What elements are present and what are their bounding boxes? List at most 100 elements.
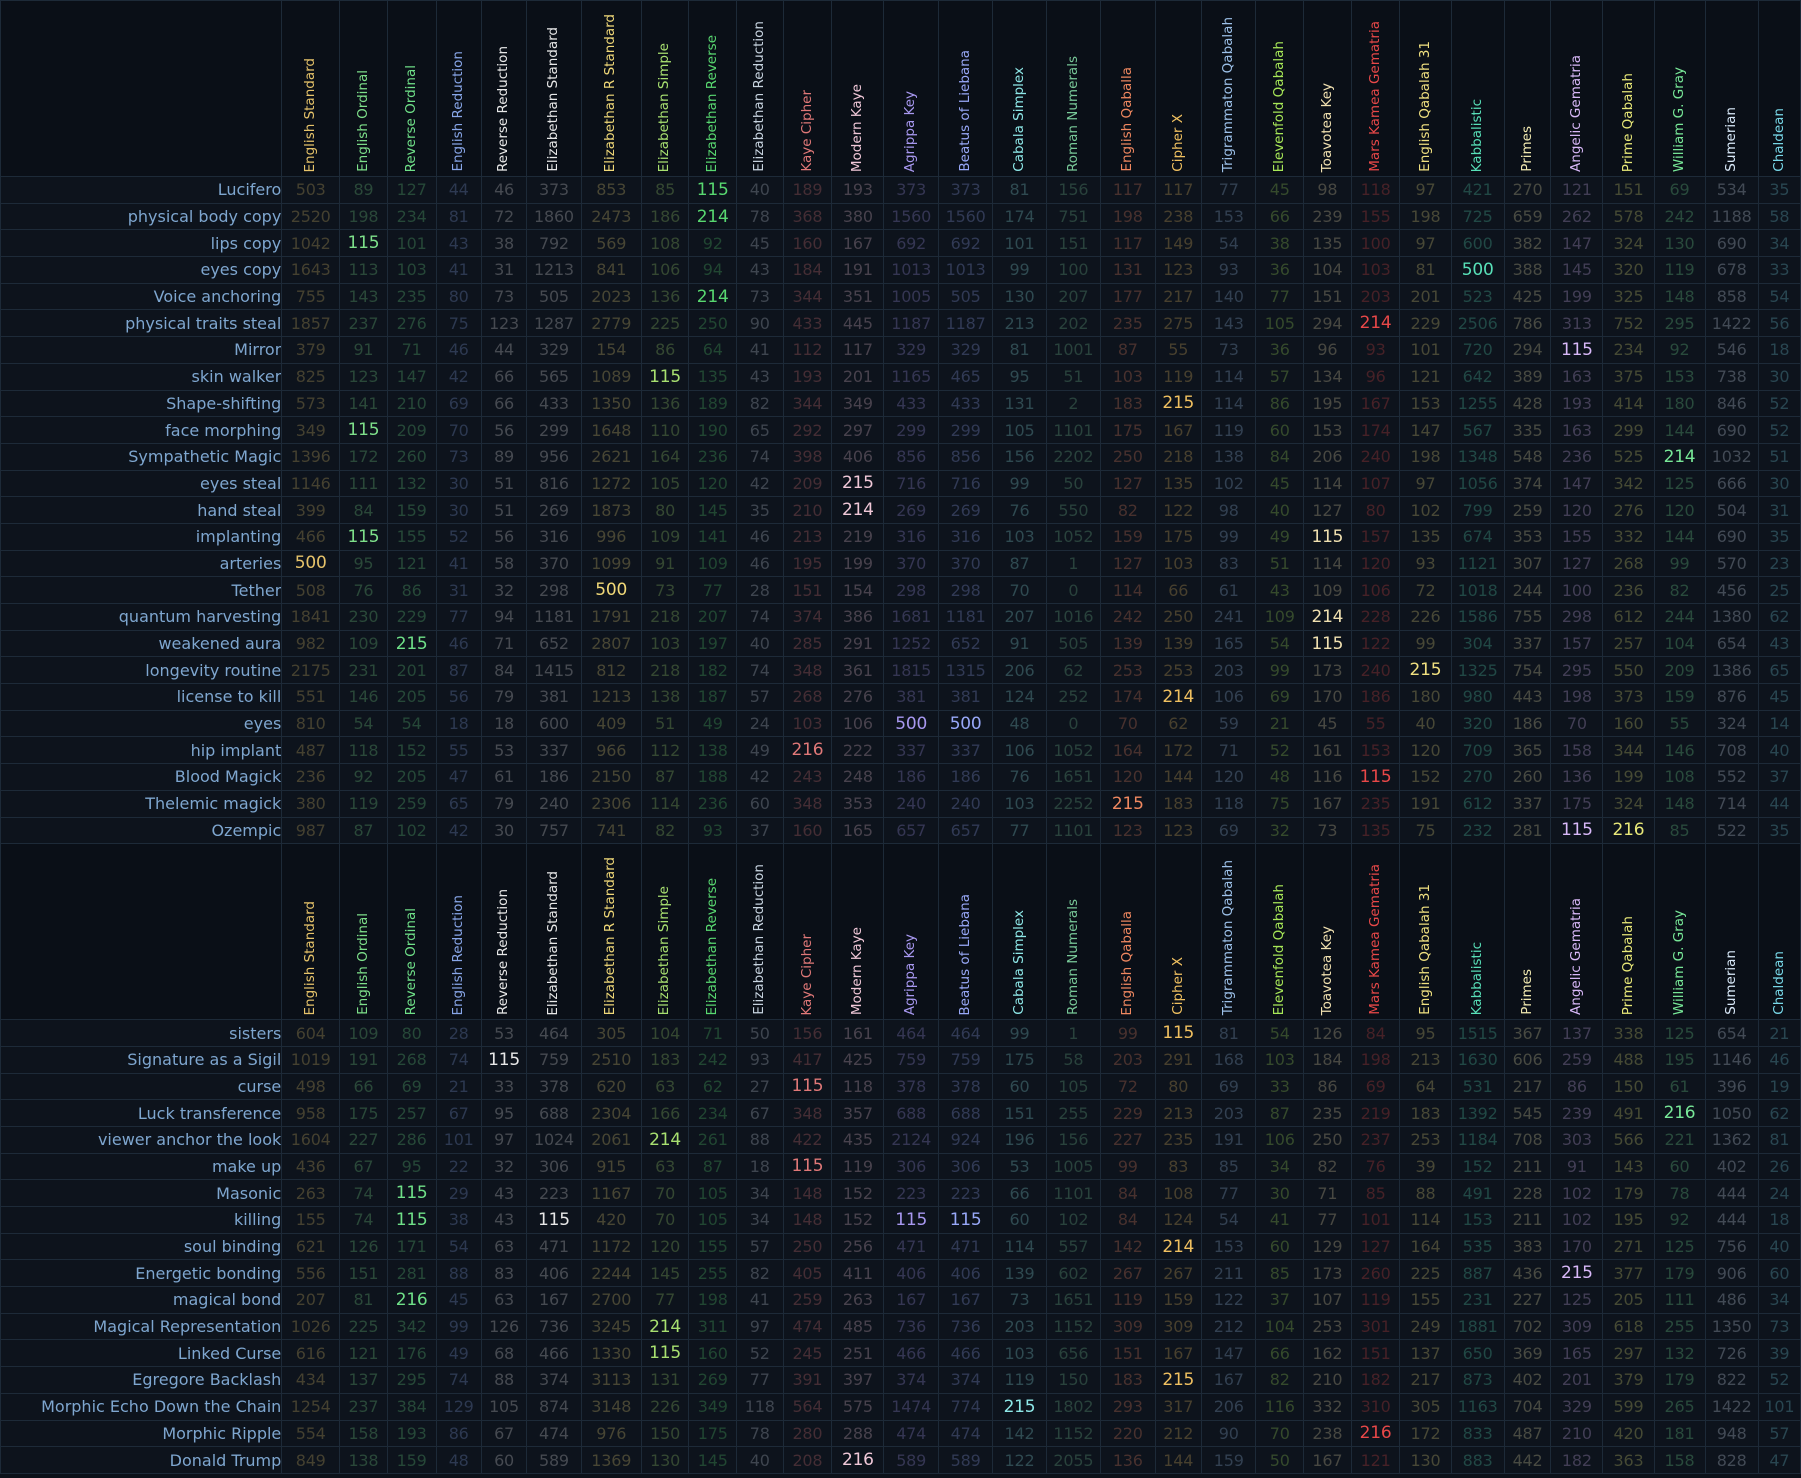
value-cell[interactable]: 61 (1201, 576, 1257, 604)
value-cell[interactable]: 86 (1255, 389, 1305, 418)
value-cell[interactable]: 332 (1303, 1392, 1352, 1421)
value-cell[interactable]: 195 (1602, 1206, 1655, 1234)
highlighted-value-cell[interactable]: 214 (1653, 442, 1706, 471)
value-cell[interactable]: 690 (1704, 416, 1759, 444)
phrase-cell[interactable]: lips copy (0, 229, 283, 258)
value-cell[interactable]: 741 (580, 816, 642, 845)
value-cell[interactable]: 578 (1602, 202, 1655, 231)
value-cell[interactable]: 218 (640, 656, 690, 685)
value-cell[interactable]: 261 (688, 1125, 738, 1154)
value-cell[interactable]: 198 (1550, 683, 1604, 711)
value-cell[interactable]: 94 (480, 603, 528, 631)
value-cell[interactable]: 143 (1201, 309, 1257, 338)
value-cell[interactable]: 1252 (883, 629, 939, 658)
value-cell[interactable]: 90 (736, 309, 784, 338)
table-row[interactable]: weakened aura 982 109 215 46 71 652 2807 103 197 4… (0, 629, 1801, 658)
highlighted-value-cell[interactable]: 115 (782, 1152, 833, 1181)
value-cell[interactable]: 35 (1757, 816, 1801, 845)
value-cell[interactable]: 126 (339, 1232, 388, 1261)
value-cell[interactable]: 43 (480, 1179, 528, 1207)
value-cell[interactable]: 275 (1154, 309, 1203, 338)
cipher-header[interactable]: Elizabethan R Standard (580, 843, 642, 1021)
cipher-header[interactable]: Kabbalistic (1450, 0, 1505, 177)
value-cell[interactable]: 83 (480, 1259, 528, 1288)
value-cell[interactable]: 288 (831, 1419, 885, 1448)
value-cell[interactable]: 110 (640, 416, 690, 444)
value-cell[interactable]: 93 (1201, 256, 1257, 284)
value-cell[interactable]: 411 (831, 1259, 885, 1288)
value-cell[interactable]: 63 (640, 1152, 690, 1181)
value-cell[interactable]: 199 (1550, 282, 1604, 311)
value-cell[interactable]: 550 (1045, 496, 1102, 524)
value-cell[interactable]: 132 (1653, 1339, 1706, 1368)
value-cell[interactable]: 179 (1602, 1179, 1655, 1207)
value-cell[interactable]: 365 (1503, 736, 1552, 765)
value-cell[interactable]: 46 (435, 336, 482, 364)
value-cell[interactable]: 145 (1550, 256, 1604, 284)
value-cell[interactable]: 131 (992, 389, 1047, 418)
value-cell[interactable]: 183 (640, 1045, 690, 1074)
value-cell[interactable]: 600 (1450, 229, 1505, 258)
value-cell[interactable]: 48 (1255, 763, 1305, 791)
value-cell[interactable]: 104 (1653, 629, 1706, 658)
value-cell[interactable]: 69 (1201, 1072, 1257, 1101)
value-cell[interactable]: 504 (1704, 496, 1759, 524)
value-cell[interactable]: 227 (1503, 1286, 1552, 1314)
value-cell[interactable]: 338 (1602, 1019, 1655, 1047)
value-cell[interactable]: 104 (1303, 256, 1352, 284)
value-cell[interactable]: 374 (937, 1366, 994, 1394)
value-cell[interactable]: 602 (1045, 1259, 1102, 1288)
value-cell[interactable]: 53 (992, 1152, 1047, 1181)
value-cell[interactable]: 1791 (580, 603, 642, 631)
value-cell[interactable]: 148 (1653, 789, 1706, 818)
value-cell[interactable]: 222 (831, 736, 885, 765)
value-cell[interactable]: 54 (1757, 282, 1801, 311)
value-cell[interactable]: 56 (480, 416, 528, 444)
value-cell[interactable]: 373 (937, 176, 994, 204)
value-cell[interactable]: 103 (1255, 1045, 1305, 1074)
phrase-cell[interactable]: eyes steal (0, 469, 283, 498)
value-cell[interactable]: 205 (386, 683, 437, 711)
value-cell[interactable]: 335 (1503, 416, 1552, 444)
value-cell[interactable]: 64 (1399, 1072, 1452, 1101)
value-cell[interactable]: 30 (1757, 469, 1801, 498)
value-cell[interactable]: 620 (580, 1072, 642, 1101)
phrase-cell[interactable]: Linked Curse (0, 1339, 283, 1368)
table-row[interactable]: Thelemic magick 380 119 259 65 79 240 2306 114 23… (0, 789, 1801, 818)
value-cell[interactable]: 2124 (883, 1125, 939, 1154)
value-cell[interactable]: 1350 (580, 389, 642, 418)
value-cell[interactable]: 30 (1255, 1179, 1305, 1207)
value-cell[interactable]: 846 (1704, 389, 1759, 418)
value-cell[interactable]: 114 (1303, 469, 1352, 498)
value-cell[interactable]: 550 (1602, 656, 1655, 685)
highlighted-value-cell[interactable]: 214 (1154, 1232, 1203, 1261)
value-cell[interactable]: 688 (937, 1099, 994, 1127)
value-cell[interactable]: 236 (281, 763, 341, 791)
value-cell[interactable]: 759 (937, 1045, 994, 1074)
value-cell[interactable]: 2304 (580, 1099, 642, 1127)
value-cell[interactable]: 84 (480, 656, 528, 685)
value-cell[interactable]: 118 (831, 1072, 885, 1101)
value-cell[interactable]: 244 (1503, 576, 1552, 604)
value-cell[interactable]: 754 (1503, 656, 1552, 685)
value-cell[interactable]: 73 (736, 282, 784, 311)
value-cell[interactable]: 89 (480, 442, 528, 471)
value-cell[interactable]: 642 (1450, 362, 1505, 391)
value-cell[interactable]: 108 (640, 229, 690, 258)
value-cell[interactable]: 109 (1255, 603, 1305, 631)
value-cell[interactable]: 235 (386, 282, 437, 311)
value-cell[interactable]: 414 (1602, 389, 1655, 418)
value-cell[interactable]: 18 (736, 1152, 784, 1181)
value-cell[interactable]: 226 (1399, 603, 1452, 631)
phrase-cell[interactable]: Ozempic (0, 816, 283, 845)
value-cell[interactable]: 906 (1704, 1259, 1759, 1288)
value-cell[interactable]: 123 (1154, 256, 1203, 284)
cipher-header[interactable]: Beatus of Liebana (937, 843, 994, 1021)
value-cell[interactable]: 654 (1704, 1019, 1759, 1047)
value-cell[interactable]: 120 (1201, 763, 1257, 791)
value-cell[interactable]: 83 (1201, 549, 1257, 578)
value-cell[interactable]: 406 (883, 1259, 939, 1288)
value-cell[interactable]: 153 (1450, 1206, 1505, 1234)
value-cell[interactable]: 307 (1503, 549, 1552, 578)
value-cell[interactable]: 63 (480, 1232, 528, 1261)
